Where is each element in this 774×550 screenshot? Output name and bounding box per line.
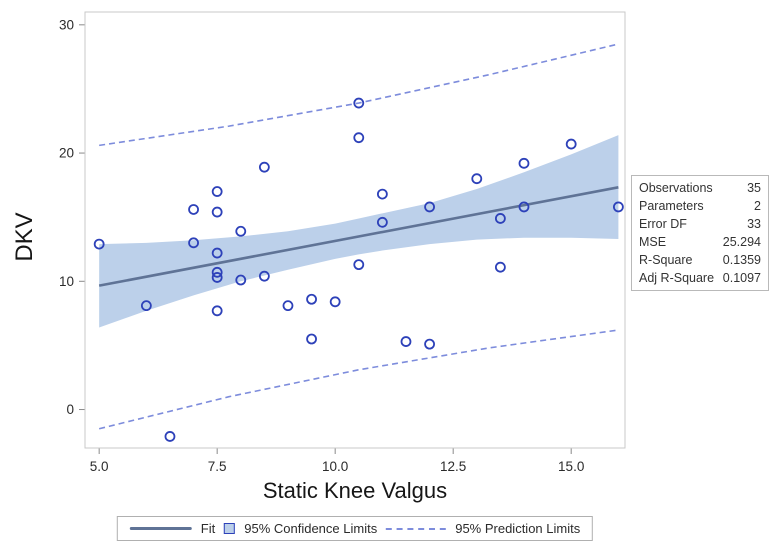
x-tick-label: 7.5 (208, 459, 227, 474)
stat-label: Error DF (639, 217, 687, 231)
data-point (164, 431, 176, 442)
data-point (424, 338, 435, 350)
x-axis-title: Static Knee Valgus (263, 478, 447, 503)
stats-row-parameters: Parameters 2 (632, 197, 768, 215)
legend-label-prediction-limits: 95% Prediction Limits (455, 521, 581, 536)
data-point (258, 270, 270, 282)
legend-label-confidence-limits: 95% Confidence Limits (244, 521, 378, 536)
prediction-limits-swatch (386, 527, 447, 530)
stat-value: 35 (747, 181, 761, 195)
data-point (471, 173, 483, 185)
y-axis-title: DKV (11, 212, 38, 261)
stat-label: MSE (639, 235, 667, 249)
stats-row-mse: MSE 25.294 (632, 233, 768, 251)
stats-row-error-df: Error DF 33 (632, 215, 768, 233)
data-point (565, 138, 577, 150)
data-point (235, 225, 247, 237)
fit-statistics-table: Observations 35 Parameters 2 Error DF 33… (631, 175, 769, 291)
y-tick-label: 30 (59, 17, 74, 32)
stat-label: Adj R-Square (639, 271, 715, 285)
data-point (376, 188, 388, 200)
data-point (211, 206, 223, 218)
data-point (211, 272, 223, 283)
data-point (353, 259, 365, 271)
x-tick-label: 10.0 (322, 459, 348, 474)
stats-row-r-square: R-Square 0.1359 (632, 251, 768, 269)
prediction-lower-line (98, 329, 619, 430)
data-point (235, 274, 247, 286)
data-point (424, 201, 435, 213)
stat-value: 25.294 (722, 235, 761, 249)
stat-value: 2 (754, 199, 761, 213)
data-point (306, 293, 317, 305)
data-point (140, 300, 152, 312)
data-point (188, 237, 199, 249)
data-point (258, 161, 270, 173)
y-tick-label: 0 (66, 402, 74, 417)
data-point (400, 336, 412, 347)
data-point (494, 213, 506, 224)
data-point (494, 261, 506, 273)
data-point (518, 201, 530, 213)
stat-label: R-Square (639, 253, 693, 267)
data-point (612, 201, 624, 213)
confidence-limits-swatch (224, 523, 236, 534)
data-point (282, 300, 294, 312)
data-point (376, 216, 388, 228)
plot-frame (84, 11, 626, 449)
y-tick-label: 10 (59, 274, 74, 289)
data-point (211, 305, 223, 317)
prediction-upper-line (99, 43, 619, 147)
data-point (306, 333, 317, 345)
data-point (93, 238, 105, 250)
stats-row-adj-r-square: Adj R-Square 0.1097 (632, 269, 768, 287)
data-point (518, 157, 530, 169)
legend-label-fit: Fit (200, 521, 216, 536)
fit-line (98, 186, 619, 287)
stat-label: Parameters (639, 199, 704, 213)
stat-value: 33 (747, 217, 761, 231)
x-tick-label: 12.5 (440, 459, 466, 474)
y-tick-label: 20 (59, 146, 74, 161)
stats-row-observations: Observations 35 (632, 179, 768, 197)
data-point (188, 204, 199, 215)
stat-value: 0.1097 (722, 271, 761, 285)
plot-layers: 5.0 7.5 10.0 12.5 15.0 0 10 20 30 (59, 17, 624, 474)
x-tick-label: 5.0 (90, 459, 109, 474)
data-point (211, 186, 223, 197)
confidence-band (99, 135, 619, 328)
fit-line-swatch (129, 527, 192, 530)
stat-value: 0.1359 (722, 253, 761, 267)
x-tick-label: 15.0 (558, 459, 584, 474)
data-point (211, 266, 223, 278)
data-point (329, 296, 341, 308)
stat-label: Observations (639, 181, 713, 195)
data-point (211, 247, 223, 259)
data-point (353, 97, 365, 109)
plot-legend: Fit 95% Confidence Limits 95% Prediction… (116, 516, 594, 541)
data-point (353, 132, 365, 144)
